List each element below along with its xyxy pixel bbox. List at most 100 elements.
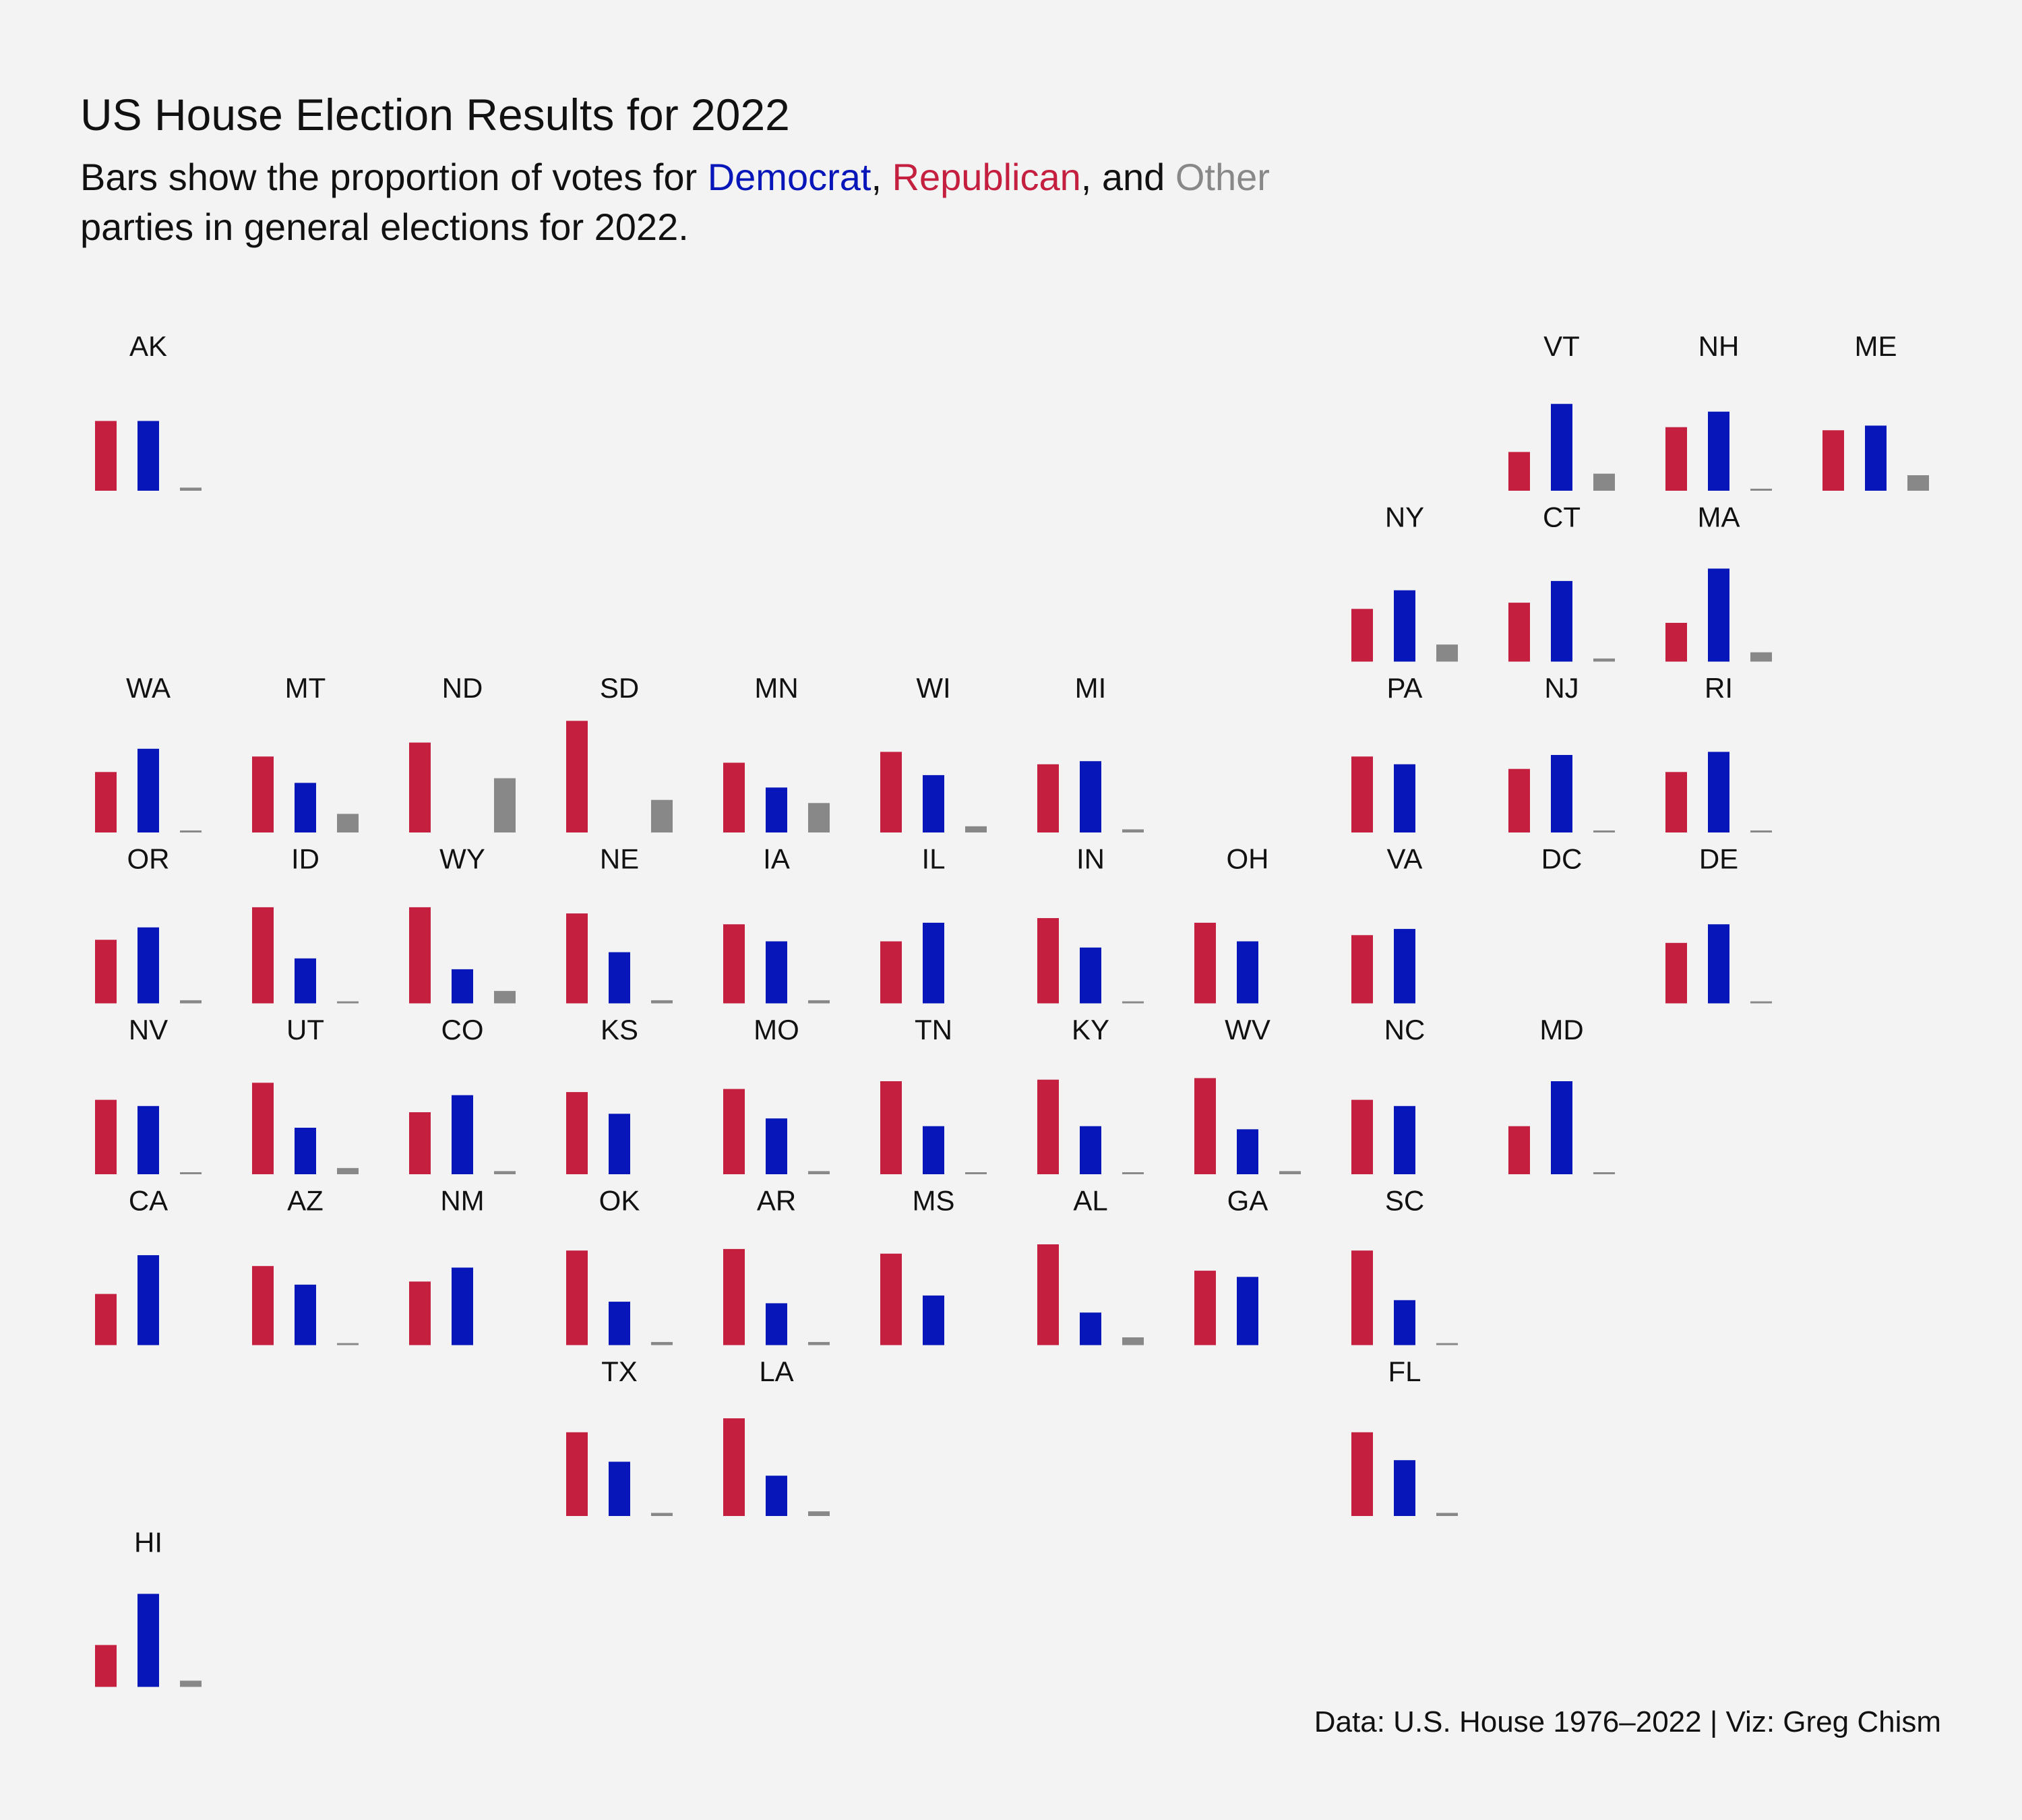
bar-other bbox=[651, 799, 673, 832]
bar-republican bbox=[95, 1645, 117, 1687]
bar-other bbox=[1750, 830, 1772, 832]
bar-democrat bbox=[1551, 404, 1572, 491]
state-tile-il: IL bbox=[880, 843, 946, 1004]
bar-democrat bbox=[923, 922, 944, 1004]
state-tile-va: VA bbox=[1351, 843, 1422, 1004]
subtitle-sep1: , bbox=[871, 156, 892, 198]
state-label: OH bbox=[1227, 843, 1269, 875]
bar-democrat bbox=[1708, 568, 1729, 662]
bar-republican bbox=[1037, 918, 1059, 1004]
bar-other bbox=[1593, 1172, 1615, 1174]
bar-republican bbox=[252, 1083, 274, 1174]
bar-other bbox=[494, 778, 516, 832]
bar-republican bbox=[723, 1418, 745, 1516]
state-label: NJ bbox=[1544, 672, 1579, 704]
bar-republican bbox=[723, 924, 745, 1004]
bar-democrat bbox=[137, 421, 159, 491]
state-tile-ri: RI bbox=[1665, 672, 1772, 832]
bar-other bbox=[1593, 658, 1615, 662]
bar-democrat bbox=[1080, 947, 1101, 1004]
bar-republican bbox=[1037, 764, 1059, 832]
state-tile-ia: IA bbox=[723, 843, 830, 1004]
bar-republican bbox=[566, 1250, 588, 1345]
state-label: VT bbox=[1543, 330, 1580, 362]
bar-other bbox=[494, 991, 516, 1004]
subtitle-sep2: , and bbox=[1080, 156, 1175, 198]
bar-democrat bbox=[766, 1303, 787, 1345]
state-label: RI bbox=[1705, 672, 1733, 704]
bar-democrat bbox=[295, 1284, 316, 1345]
bar-republican bbox=[1508, 603, 1530, 662]
state-tile-md: MD bbox=[1508, 1014, 1615, 1174]
bar-democrat bbox=[452, 969, 473, 1004]
state-label: OR bbox=[127, 843, 170, 875]
bar-democrat bbox=[295, 1128, 316, 1174]
state-label: MT bbox=[285, 672, 326, 704]
bar-republican bbox=[409, 742, 431, 832]
state-label: CA bbox=[129, 1185, 168, 1217]
bar-other bbox=[337, 1343, 359, 1345]
bar-democrat bbox=[1551, 1081, 1572, 1174]
bar-democrat bbox=[1394, 1105, 1415, 1174]
state-label: WV bbox=[1225, 1014, 1270, 1045]
state-tile-tn: TN bbox=[880, 1014, 987, 1174]
state-label: AK bbox=[129, 330, 167, 362]
bar-democrat bbox=[1394, 929, 1415, 1004]
bar-republican bbox=[1665, 427, 1687, 491]
bar-democrat bbox=[1080, 1312, 1101, 1345]
bar-democrat bbox=[609, 1461, 630, 1516]
bar-republican bbox=[1508, 452, 1530, 491]
bar-other bbox=[1122, 1172, 1144, 1174]
bar-other bbox=[651, 1000, 673, 1004]
bar-republican bbox=[1351, 756, 1373, 832]
state-label: ME bbox=[1855, 330, 1897, 362]
bar-democrat bbox=[1394, 764, 1415, 832]
state-tile-wy: WY bbox=[409, 843, 516, 1004]
bar-other bbox=[1436, 644, 1458, 662]
bar-republican bbox=[566, 721, 588, 832]
bar-republican bbox=[409, 1281, 431, 1345]
bar-other bbox=[808, 803, 830, 832]
state-label: KY bbox=[1072, 1014, 1109, 1045]
bar-other bbox=[180, 830, 202, 832]
bar-republican bbox=[95, 1099, 117, 1174]
state-tile-la: LA bbox=[723, 1356, 830, 1516]
bar-republican bbox=[1665, 772, 1687, 832]
state-tile-nc: NC bbox=[1351, 1014, 1425, 1174]
bar-other bbox=[337, 814, 359, 832]
bar-democrat bbox=[295, 958, 316, 1004]
bar-republican bbox=[1508, 1126, 1530, 1174]
state-label: NE bbox=[600, 843, 639, 875]
state-tile-dc: DC bbox=[1541, 843, 1583, 875]
state-label: MD bbox=[1539, 1014, 1583, 1045]
bar-other bbox=[1122, 829, 1144, 832]
state-tile-ny: NY bbox=[1351, 502, 1458, 662]
state-label: SD bbox=[600, 672, 639, 704]
state-tile-ca: CA bbox=[95, 1185, 168, 1345]
bar-democrat bbox=[452, 1267, 473, 1345]
bar-other bbox=[1279, 1171, 1301, 1174]
state-tile-wv: WV bbox=[1194, 1014, 1301, 1174]
state-tile-pa: PA bbox=[1351, 672, 1422, 832]
state-tile-mn: MN bbox=[723, 672, 830, 832]
state-label: NV bbox=[129, 1014, 168, 1045]
bar-democrat bbox=[137, 1105, 159, 1174]
bar-democrat bbox=[766, 941, 787, 1004]
state-label: MS bbox=[913, 1185, 955, 1217]
state-label: SC bbox=[1385, 1185, 1424, 1217]
state-label: TN bbox=[915, 1014, 952, 1045]
subtitle-democrat: Democrat bbox=[707, 156, 871, 198]
bar-republican bbox=[95, 940, 117, 1004]
bar-democrat bbox=[609, 1114, 630, 1174]
chart-caption: Data: U.S. House 1976–2022 | Viz: Greg C… bbox=[1314, 1705, 1941, 1738]
state-tile-ga: GA bbox=[1194, 1185, 1268, 1345]
state-label: OK bbox=[599, 1185, 640, 1217]
bar-republican bbox=[1508, 768, 1530, 832]
bar-other bbox=[1122, 1001, 1144, 1004]
bar-democrat bbox=[137, 1594, 159, 1687]
state-label: WY bbox=[439, 843, 485, 875]
bar-democrat bbox=[1394, 590, 1415, 662]
bar-democrat bbox=[1237, 1129, 1258, 1174]
state-tile-ak: AK bbox=[95, 330, 202, 491]
bar-republican bbox=[1822, 430, 1844, 491]
